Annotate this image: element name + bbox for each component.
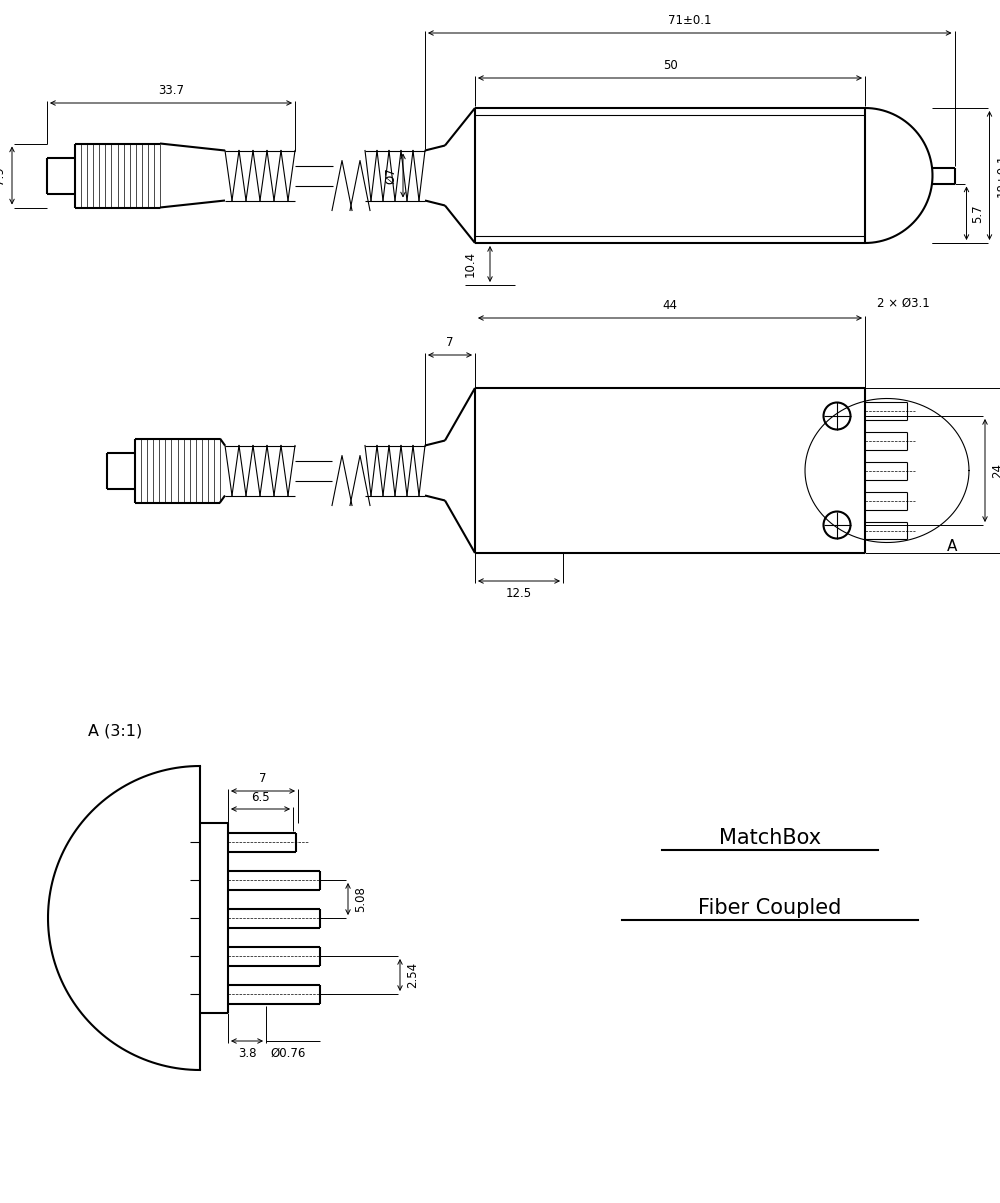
- Text: A: A: [947, 539, 957, 553]
- Text: 7: 7: [259, 772, 267, 786]
- Text: 2 × Ø3.1: 2 × Ø3.1: [877, 297, 930, 310]
- Text: 6.5: 6.5: [251, 792, 270, 804]
- Text: 50: 50: [663, 59, 677, 72]
- Text: 3.8: 3.8: [238, 1047, 256, 1060]
- Text: 71±0.1: 71±0.1: [668, 14, 712, 26]
- Text: 33.7: 33.7: [158, 84, 184, 97]
- Text: 12.5: 12.5: [506, 587, 532, 600]
- Text: MatchBox: MatchBox: [719, 828, 821, 848]
- Text: 44: 44: [662, 300, 678, 312]
- Text: Ø0.76: Ø0.76: [270, 1047, 305, 1060]
- Text: 2.54: 2.54: [406, 962, 419, 988]
- Text: 5.7: 5.7: [972, 205, 984, 223]
- Text: Fiber Coupled: Fiber Coupled: [698, 897, 842, 918]
- Text: A (3:1): A (3:1): [88, 723, 142, 737]
- Text: 24: 24: [991, 463, 1000, 478]
- Text: 10.4: 10.4: [464, 251, 477, 277]
- Text: Ø7: Ø7: [384, 167, 397, 184]
- Text: 7.9: 7.9: [0, 166, 6, 185]
- Text: 18±0.1: 18±0.1: [996, 154, 1000, 197]
- Text: 5.08: 5.08: [354, 887, 367, 912]
- Text: 7: 7: [446, 336, 454, 349]
